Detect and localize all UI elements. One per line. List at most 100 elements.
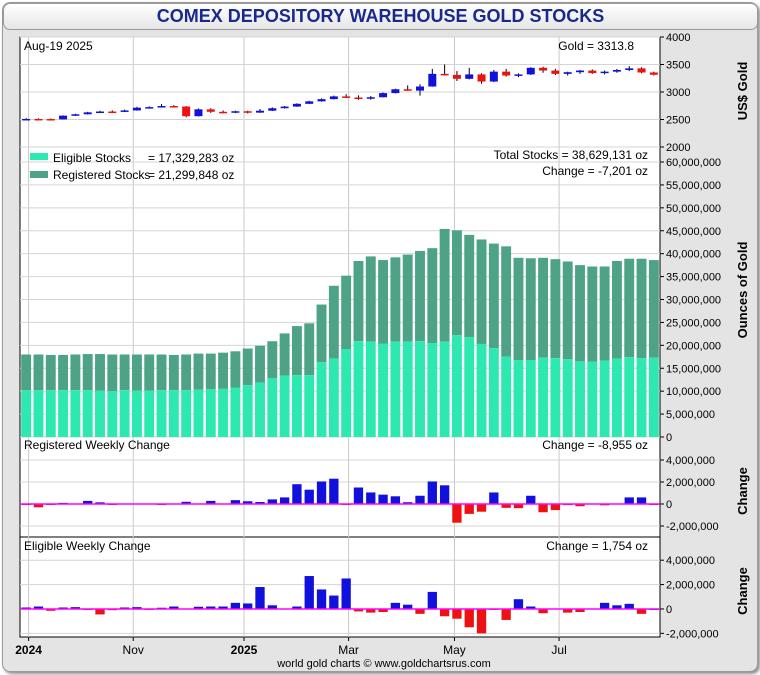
gold-candle-body [612, 70, 621, 72]
gold-candle-body [489, 71, 498, 82]
eligible-stock-bar [168, 390, 179, 437]
registered-stock-bar [501, 246, 512, 357]
registered-stock-bar [279, 333, 290, 376]
eligible-stock-bar [575, 361, 585, 437]
registered-stock-bar [378, 260, 389, 344]
eligible-stock-bar [365, 341, 376, 437]
gold-candle-body [71, 114, 80, 116]
registered-stock-bar [45, 354, 56, 391]
eligible-stock-bar [58, 390, 69, 437]
registered-change-bar [526, 495, 536, 504]
eligible-stock-bar [205, 389, 216, 437]
eligible-stock-bar [218, 388, 229, 437]
gold-candle-body [649, 72, 658, 75]
registered-change-bar [279, 497, 290, 504]
registered-change-bar [95, 502, 105, 504]
registered-change-bar [353, 487, 364, 504]
registered-change-bar [489, 492, 499, 504]
y-tick-label: 15,000,000 [666, 363, 721, 375]
legend-eligible-name: Eligible Stocks [53, 151, 131, 165]
eligible-y-axis-title: Change [735, 567, 750, 615]
registered-stock-bar [648, 260, 659, 358]
chart-title: COMEX DEPOSITORY WAREHOUSE GOLD STOCKS [3, 3, 758, 30]
registered-stock-bar [624, 258, 635, 358]
eligible-stock-bar [242, 385, 253, 437]
gold-candle-body [206, 109, 215, 112]
registered-change-bar [403, 502, 413, 504]
eligible-change-bar [538, 608, 548, 614]
gold-candle-body [268, 108, 277, 111]
registered-change-bar [636, 497, 647, 504]
legend-eligible-value: = 17,329,283 oz [148, 151, 234, 165]
eligible-change-bar [95, 608, 105, 615]
eligible-stock-bar [156, 390, 167, 437]
eligible-change-bar [439, 608, 450, 617]
registered-stock-bar [82, 354, 93, 391]
gold-candle-body [317, 99, 326, 102]
eligible-change-bar [169, 606, 179, 609]
eligible-change-bar [612, 605, 622, 609]
eligible-stock-bar [341, 349, 352, 437]
gold-candle-body [83, 112, 92, 115]
eligible-change-bar [353, 608, 364, 612]
eligible-change-bar [563, 608, 573, 613]
legend-registered-name: Registered Stocks [53, 168, 150, 182]
y-tick-label: 4000 [666, 32, 690, 44]
gold-candle-body [563, 72, 572, 74]
y-tick-label: 60,000,000 [666, 157, 721, 169]
gold-candle-body [329, 96, 338, 100]
x-tick-label: Jul [551, 643, 566, 657]
x-tick-label: May [443, 643, 466, 657]
gold-candle-body [502, 71, 511, 76]
eligible-stock-bar [45, 390, 56, 437]
eligible-change-bar [575, 608, 585, 613]
gold-candle-body [416, 86, 424, 91]
gold-candle-body [182, 106, 191, 117]
eligible-stock-bar [328, 358, 339, 437]
panel-2-background [19, 436, 661, 538]
gold-candle-body [96, 111, 104, 114]
gold-candle-body [305, 101, 314, 104]
registered-stock-bar [341, 275, 352, 349]
registered-stock-bar [365, 256, 376, 342]
eligible-change-bar [341, 578, 351, 609]
registered-stock-bar [476, 239, 487, 344]
eligible-stock-bar [316, 362, 327, 437]
registered-change-bar [513, 504, 524, 509]
registered-change-bar [181, 501, 191, 504]
eligible-change-bar [501, 608, 511, 620]
gold-candle-body [366, 97, 375, 99]
registered-stock-bar [230, 351, 241, 388]
registered-stock-bar [575, 265, 585, 362]
gold-candle-body [256, 110, 264, 113]
registered-stock-bar [70, 354, 81, 391]
registered-y-axis-title: Change [735, 467, 750, 515]
gold-candle-body [576, 70, 584, 73]
registered-change-bar [230, 500, 241, 504]
registered-change-bar [329, 478, 339, 504]
eligible-stock-bar [353, 341, 364, 437]
y-tick-label: 2500 [666, 115, 690, 127]
registered-stock-bar [156, 354, 167, 391]
gold-candle-body [600, 71, 609, 74]
registered-change-bar [316, 481, 327, 504]
total-stocks-label: Total Stocks = 38,629,131 oz [494, 148, 648, 162]
eligible-stock-bar [230, 387, 241, 437]
eligible-stock-bar [70, 390, 81, 437]
eligible-stock-bar [291, 375, 302, 437]
eligible-stock-bar [255, 382, 265, 437]
registered-stock-bar [587, 266, 598, 362]
eligible-stock-bar [636, 358, 647, 437]
eligible-stock-bar [464, 337, 475, 437]
registered-stock-bar [353, 261, 364, 342]
x-tick-label: 2024 [15, 643, 42, 657]
gold-candle-body [428, 73, 437, 87]
eligible-change-bar [427, 591, 437, 609]
registered-stock-bar [464, 234, 475, 338]
eligible-stock-bar [33, 390, 44, 437]
gold-candle-body [477, 74, 486, 82]
gold-candle-body [145, 107, 154, 109]
gold-candle-body [292, 103, 301, 107]
eligible-change-bar [243, 603, 253, 609]
